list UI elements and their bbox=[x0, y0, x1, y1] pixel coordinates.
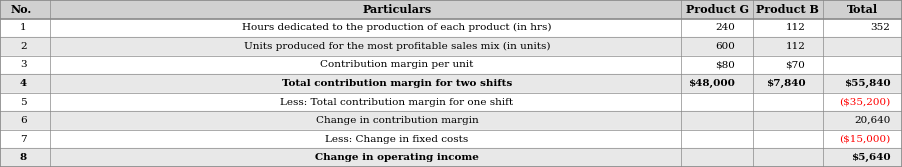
Bar bbox=[0, 37, 902, 56]
Text: Total contribution margin for two shifts: Total contribution margin for two shifts bbox=[281, 79, 512, 88]
Text: No.: No. bbox=[11, 4, 32, 15]
Text: 112: 112 bbox=[786, 23, 805, 32]
Text: Total: Total bbox=[847, 4, 878, 15]
Text: $48,000: $48,000 bbox=[688, 79, 735, 88]
Text: 352: 352 bbox=[870, 23, 890, 32]
Text: $55,840: $55,840 bbox=[843, 79, 890, 88]
Text: $80: $80 bbox=[715, 60, 735, 69]
Text: Change in operating income: Change in operating income bbox=[315, 153, 479, 162]
Text: 20,640: 20,640 bbox=[854, 116, 890, 125]
Text: Product B: Product B bbox=[757, 4, 819, 15]
Bar bbox=[0, 56, 902, 74]
Text: 6: 6 bbox=[20, 116, 26, 125]
Bar bbox=[0, 19, 902, 37]
Text: 7: 7 bbox=[20, 135, 26, 144]
Text: $5,640: $5,640 bbox=[851, 153, 890, 162]
Text: $70: $70 bbox=[786, 60, 805, 69]
Text: 600: 600 bbox=[715, 42, 735, 51]
Text: Less: Total contribution margin for one shift: Less: Total contribution margin for one … bbox=[281, 98, 513, 107]
Text: Units produced for the most profitable sales mix (in units): Units produced for the most profitable s… bbox=[244, 42, 550, 51]
Text: 8: 8 bbox=[20, 153, 27, 162]
Text: 2: 2 bbox=[20, 42, 26, 51]
Text: $7,840: $7,840 bbox=[766, 79, 805, 88]
Text: ($15,000): ($15,000) bbox=[839, 135, 890, 144]
Bar bbox=[0, 0, 902, 19]
Text: Less: Change in fixed costs: Less: Change in fixed costs bbox=[326, 135, 468, 144]
Bar bbox=[0, 148, 902, 167]
Text: Particulars: Particulars bbox=[363, 4, 431, 15]
Text: 240: 240 bbox=[715, 23, 735, 32]
Bar bbox=[0, 111, 902, 130]
Text: Contribution margin per unit: Contribution margin per unit bbox=[320, 60, 474, 69]
Bar bbox=[0, 93, 902, 111]
Text: 3: 3 bbox=[20, 60, 26, 69]
Text: 1: 1 bbox=[20, 23, 26, 32]
Bar bbox=[0, 130, 902, 148]
Text: Hours dedicated to the production of each product (in hrs): Hours dedicated to the production of eac… bbox=[242, 23, 552, 32]
Text: 4: 4 bbox=[20, 79, 27, 88]
Text: 5: 5 bbox=[20, 98, 26, 107]
Text: 112: 112 bbox=[786, 42, 805, 51]
Text: Product G: Product G bbox=[686, 4, 749, 15]
Text: ($35,200): ($35,200) bbox=[839, 98, 890, 107]
Text: Change in contribution margin: Change in contribution margin bbox=[316, 116, 478, 125]
Bar bbox=[0, 74, 902, 93]
